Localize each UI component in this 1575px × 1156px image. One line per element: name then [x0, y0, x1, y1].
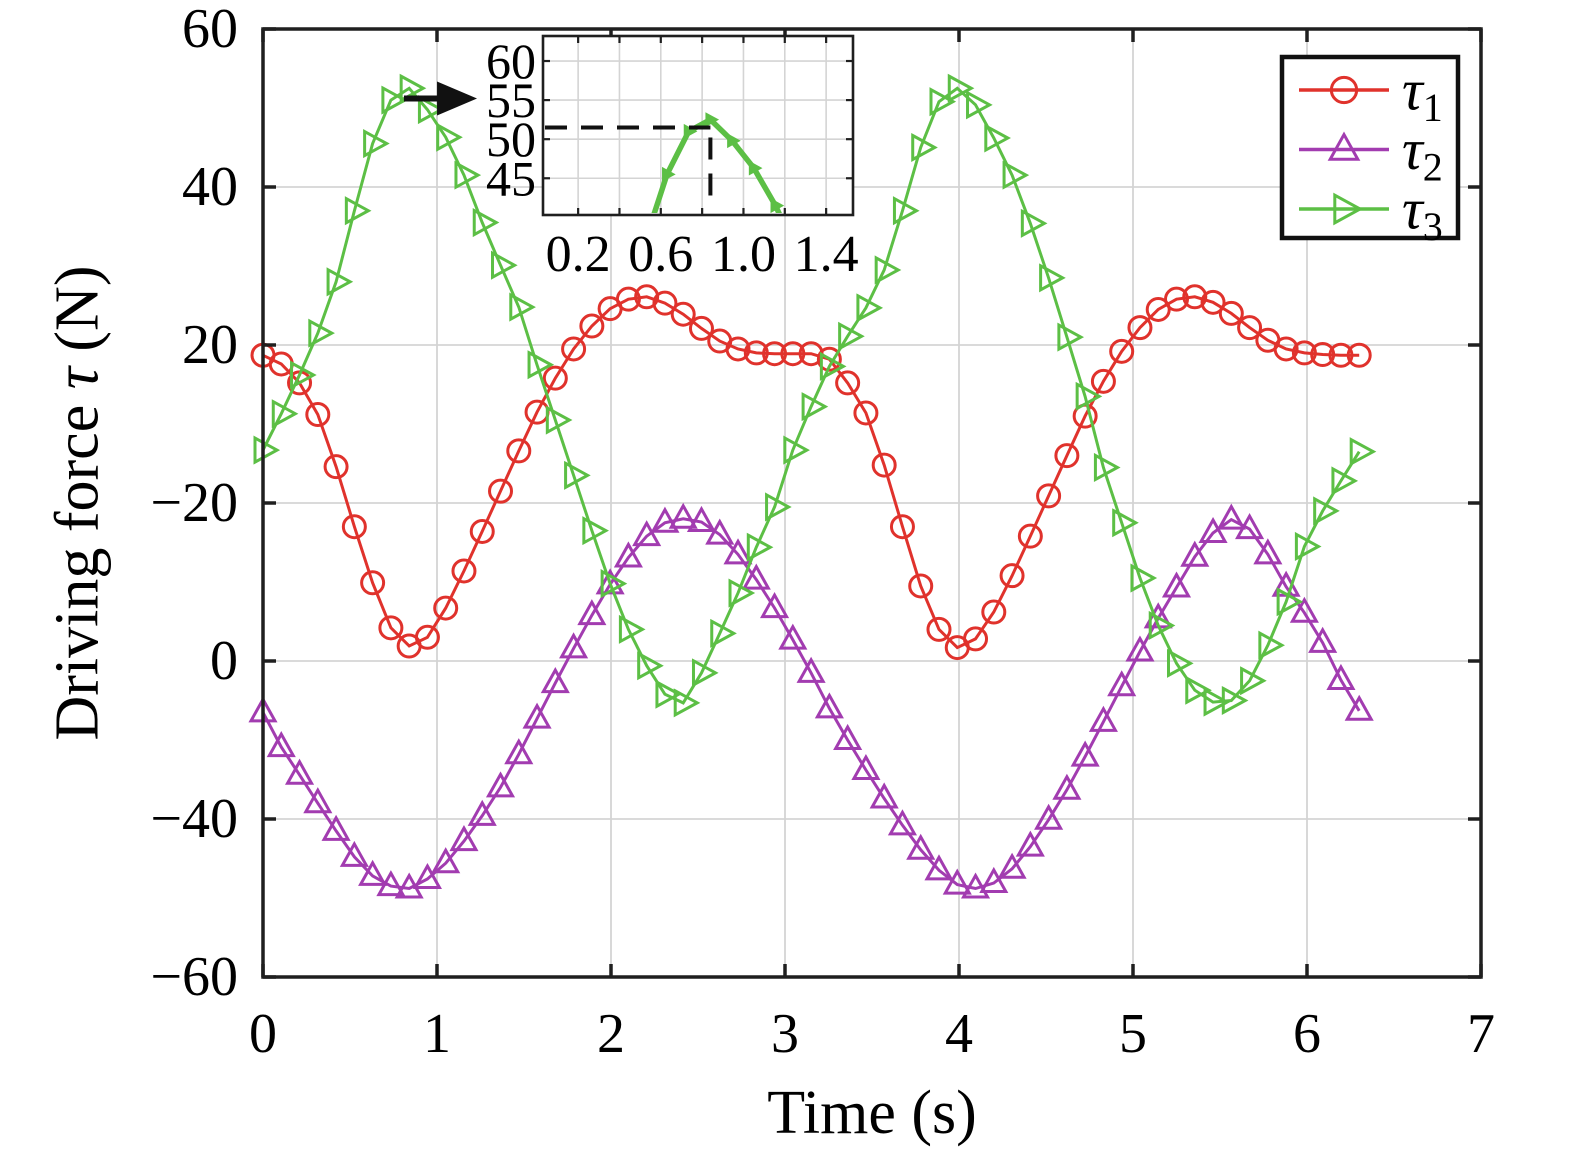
- y-tick-label: 0: [210, 630, 238, 692]
- y-axis-title-tau: τ: [43, 367, 112, 390]
- x-axis-title-text: Time (s): [767, 1079, 977, 1147]
- x-tick-label: 0: [249, 1003, 277, 1065]
- y-tick-label: 60: [182, 0, 238, 60]
- legend-entry-tau1: τ1: [1299, 58, 1443, 130]
- y-axis-title-prefix: Driving force: [43, 389, 112, 741]
- inset-curve: [651, 112, 785, 213]
- x-tick-label: 1: [423, 1003, 451, 1065]
- y-tick-label: 20: [182, 314, 238, 376]
- series-tau3: [253, 73, 1377, 718]
- inset-x-tick-label: 1.4: [794, 226, 859, 283]
- legend-entry-tau2: τ2: [1299, 117, 1443, 189]
- x-tick-label: 4: [945, 1003, 973, 1065]
- x-axis-title: Time (s): [263, 1078, 1481, 1149]
- y-axis-title-suffix: (N): [43, 265, 112, 368]
- inset-y-tick-label: 45: [486, 150, 536, 206]
- x-tick-label: 6: [1293, 1003, 1321, 1065]
- x-tick-label: 2: [597, 1003, 625, 1065]
- series-tau2: [248, 502, 1374, 899]
- peak-annotation-arrow: [403, 81, 478, 116]
- y-tick-label: −20: [150, 472, 238, 534]
- inset-x-tick-label: 0.6: [628, 226, 693, 283]
- series-tau1: [250, 284, 1372, 661]
- inset-y-tick-label: 55: [486, 72, 536, 128]
- inset-y-tick-label: 50: [486, 111, 536, 167]
- y-tick-label: −60: [150, 946, 238, 1008]
- inset-y-tick-label: 60: [486, 33, 536, 89]
- y-tick-label: −40: [150, 788, 238, 850]
- inset-x-tick-label: 0.2: [546, 226, 611, 283]
- x-tick-label: 5: [1119, 1003, 1147, 1065]
- y-axis-title: Driving force τ (N): [43, 266, 114, 741]
- inset-dash-lines: [545, 125, 713, 207]
- y-tick-label: 40: [182, 156, 238, 218]
- x-tick-label: 3: [771, 1003, 799, 1065]
- inset-x-tick-label: 1.0: [711, 226, 776, 283]
- x-tick-label: 7: [1467, 1003, 1495, 1065]
